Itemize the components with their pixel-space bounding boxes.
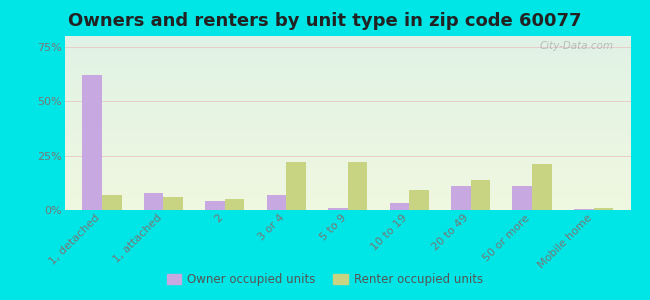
Bar — [102, 195, 122, 210]
Bar — [593, 208, 614, 210]
Bar — [512, 186, 532, 210]
Bar — [451, 186, 471, 210]
Bar — [328, 208, 348, 210]
Bar — [205, 201, 225, 210]
Text: Owners and renters by unit type in zip code 60077: Owners and renters by unit type in zip c… — [68, 12, 582, 30]
Bar — [574, 209, 593, 210]
Bar — [266, 195, 286, 210]
Bar — [532, 164, 552, 210]
Legend: Owner occupied units, Renter occupied units: Owner occupied units, Renter occupied un… — [162, 269, 488, 291]
Bar — [144, 193, 163, 210]
Bar — [286, 162, 306, 210]
Bar — [163, 197, 183, 210]
Bar — [225, 199, 244, 210]
Bar — [471, 179, 490, 210]
Bar — [410, 190, 429, 210]
Text: City-Data.com: City-Data.com — [540, 41, 614, 51]
Bar — [389, 203, 410, 210]
Bar — [82, 75, 102, 210]
Bar — [348, 162, 367, 210]
